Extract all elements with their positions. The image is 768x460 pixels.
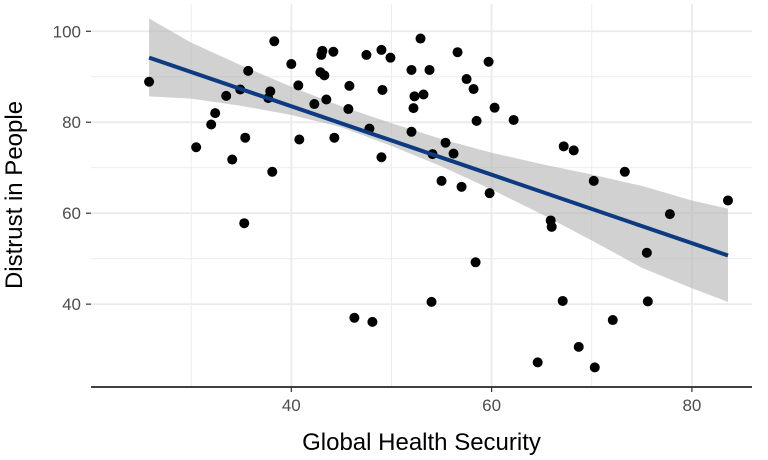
data-point bbox=[376, 152, 387, 163]
data-point bbox=[418, 89, 429, 100]
data-point bbox=[267, 166, 278, 177]
data-point bbox=[573, 341, 584, 352]
data-point bbox=[426, 296, 437, 307]
data-point bbox=[317, 45, 328, 56]
data-point bbox=[440, 137, 451, 148]
data-point bbox=[664, 209, 675, 220]
data-point bbox=[286, 59, 297, 70]
data-point bbox=[448, 148, 459, 159]
data-point bbox=[489, 102, 500, 113]
data-point bbox=[607, 315, 618, 326]
data-point bbox=[293, 80, 304, 91]
y-axis-ticks: 40 60 80 100 bbox=[53, 22, 91, 314]
data-point bbox=[221, 90, 232, 101]
data-point bbox=[385, 52, 396, 63]
x-tick-label: 80 bbox=[682, 396, 701, 415]
data-point bbox=[546, 221, 557, 232]
data-point bbox=[484, 188, 495, 199]
data-point bbox=[558, 141, 569, 152]
data-point bbox=[239, 218, 250, 229]
data-point bbox=[406, 64, 417, 75]
data-point bbox=[294, 134, 305, 145]
x-tick-label: 60 bbox=[482, 396, 501, 415]
data-point bbox=[641, 247, 652, 258]
data-point bbox=[456, 181, 467, 192]
data-point bbox=[589, 362, 600, 373]
data-point bbox=[409, 91, 420, 102]
data-point bbox=[269, 36, 280, 47]
data-point bbox=[377, 84, 388, 95]
data-point bbox=[722, 195, 733, 206]
data-point bbox=[210, 108, 221, 119]
data-point bbox=[367, 316, 378, 327]
data-point bbox=[483, 56, 494, 67]
data-point bbox=[468, 84, 479, 95]
x-axis-title: Global Health Security bbox=[302, 429, 541, 456]
data-point bbox=[206, 119, 217, 130]
data-point bbox=[191, 142, 202, 153]
data-point bbox=[321, 94, 332, 105]
y-tick-label: 80 bbox=[62, 113, 81, 132]
y-tick-label: 60 bbox=[62, 204, 81, 223]
data-point bbox=[470, 257, 481, 268]
data-point bbox=[319, 70, 330, 81]
data-point bbox=[361, 49, 372, 60]
data-point bbox=[144, 76, 155, 87]
data-point bbox=[471, 115, 482, 126]
y-tick-label: 100 bbox=[53, 22, 81, 41]
confidence-band bbox=[149, 18, 728, 302]
data-point bbox=[265, 86, 276, 97]
data-point bbox=[328, 46, 339, 57]
data-point bbox=[619, 166, 630, 177]
data-point bbox=[343, 104, 354, 115]
data-point bbox=[406, 126, 417, 137]
data-point bbox=[309, 99, 320, 110]
data-point bbox=[532, 357, 543, 368]
data-point bbox=[424, 64, 435, 75]
data-point bbox=[508, 114, 519, 125]
data-point bbox=[243, 65, 254, 76]
data-point bbox=[376, 44, 387, 55]
data-points bbox=[144, 33, 733, 373]
y-axis-title: Distrust in People bbox=[1, 101, 28, 289]
regression-line bbox=[148, 55, 729, 258]
data-point bbox=[642, 296, 653, 307]
y-tick-label: 40 bbox=[62, 295, 81, 314]
x-axis-ticks: 40 60 80 bbox=[282, 387, 701, 415]
data-point bbox=[408, 103, 419, 114]
data-point bbox=[415, 33, 426, 44]
data-point bbox=[452, 47, 463, 58]
data-point bbox=[557, 295, 568, 306]
data-point bbox=[349, 312, 360, 323]
data-point bbox=[436, 175, 447, 186]
data-point bbox=[588, 175, 599, 186]
data-point bbox=[329, 132, 340, 143]
data-point bbox=[461, 74, 472, 85]
data-point bbox=[344, 80, 355, 91]
data-point bbox=[227, 154, 238, 165]
data-point bbox=[240, 132, 251, 143]
x-tick-label: 40 bbox=[282, 396, 301, 415]
data-point bbox=[568, 145, 579, 156]
